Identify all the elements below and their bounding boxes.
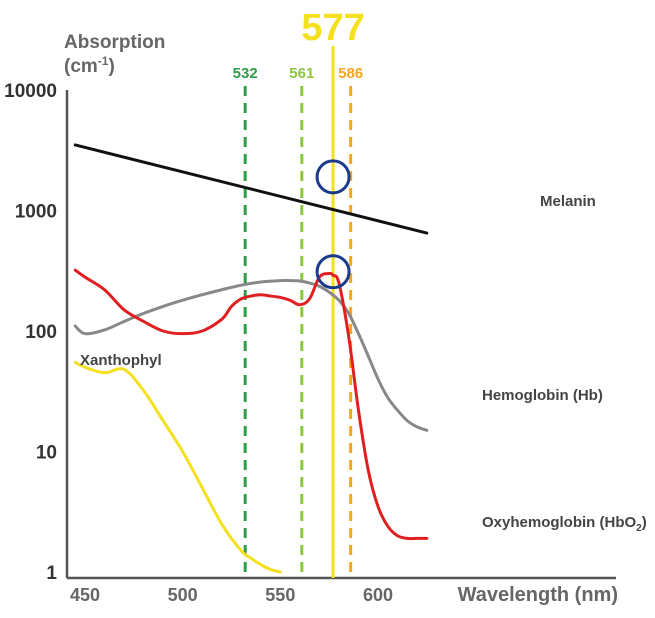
laser-label-561: 561 <box>289 65 314 82</box>
highlight-circle <box>315 254 351 290</box>
x-axis-title: Wavelength (nm) <box>458 584 618 606</box>
x-tick-label: 500 <box>168 585 198 605</box>
y-tick-labels: 1 10 100 1000 10000 <box>4 81 57 584</box>
y-axis-title-unit: (cm <box>64 56 98 77</box>
y-tick-label: 10 <box>36 443 57 464</box>
series-label-hemoglobin: Hemoglobin (Hb) <box>482 387 603 404</box>
laser-label-586: 586 <box>338 65 363 82</box>
y-axis-title-close: ) <box>108 56 114 77</box>
series-label-melanin: Melanin <box>540 193 596 210</box>
series-line-melanin <box>73 143 429 235</box>
x-tick-label: 550 <box>265 585 295 605</box>
laser-lines: 532 561 577 586 <box>233 7 365 578</box>
x-tick-labels: 450 500 550 600 <box>70 585 393 605</box>
oxy-label-main: Oxyhemoglobin (HbO <box>482 514 637 531</box>
series-line-hemoglobin <box>73 278 429 432</box>
x-tick-label: 600 <box>363 585 393 605</box>
y-axis-title-sup: -1 <box>98 54 109 68</box>
laser-label-532: 532 <box>233 65 258 82</box>
oxy-label-sub: 2 <box>636 523 642 534</box>
y-tick-label: 1 <box>46 563 57 584</box>
y-axis-title-line2: (cm-1) <box>64 54 115 77</box>
y-tick-label: 10000 <box>4 81 57 102</box>
series-label-oxyhemoglobin: Oxyhemoglobin (HbO2) <box>482 514 647 534</box>
laser-label-577: 577 <box>301 7 364 49</box>
x-tick-label: 450 <box>70 585 100 605</box>
series-label-xanthophyl: Xanthophyl <box>80 352 162 369</box>
y-tick-label: 1000 <box>15 202 57 223</box>
series-lines <box>73 143 429 574</box>
series-line-oxyhemoglobin <box>73 268 429 541</box>
y-axis-title-line1: Absorption <box>64 32 165 53</box>
oxy-label-close: ) <box>642 514 647 531</box>
series-line-xanthophyl <box>73 360 282 574</box>
highlight-circles <box>315 159 351 290</box>
y-tick-label: 100 <box>25 322 57 343</box>
highlight-circle <box>315 159 351 195</box>
